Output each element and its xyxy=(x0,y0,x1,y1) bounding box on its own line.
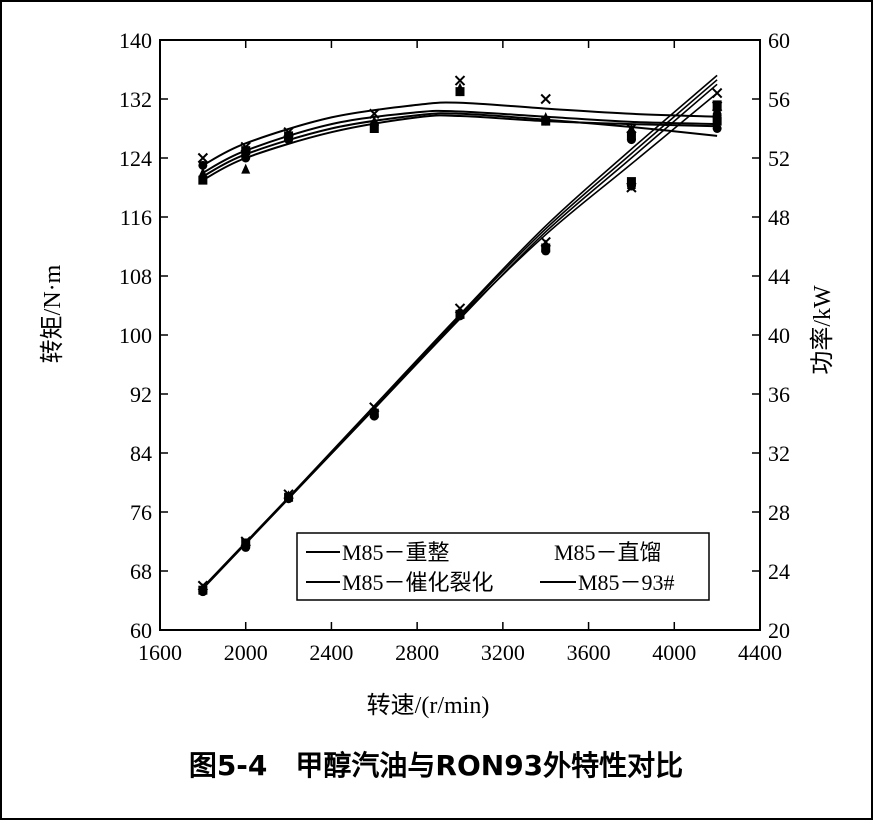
x-tick-label: 2800 xyxy=(395,640,439,665)
power-curve xyxy=(202,74,718,588)
y-right-tick-label: 24 xyxy=(768,559,790,584)
power-point xyxy=(369,402,380,413)
torque-curve xyxy=(202,101,718,167)
y-left-tick-label: 100 xyxy=(119,323,152,348)
torque-curve xyxy=(202,109,718,174)
torque-point xyxy=(284,131,294,141)
power-point xyxy=(240,536,251,547)
torque-point xyxy=(369,108,380,119)
torque-point xyxy=(712,124,722,133)
y-left-tick-label: 132 xyxy=(119,87,152,112)
legend-entry: M85－93# xyxy=(578,570,675,595)
torque-point xyxy=(626,123,637,134)
torque-point xyxy=(540,93,551,105)
y-left-tick-label: 60 xyxy=(130,618,152,643)
power-point xyxy=(711,87,723,99)
y-left-tick-label: 68 xyxy=(130,559,152,584)
y-right-tick-label: 40 xyxy=(768,323,790,348)
y-right-tick-label: 48 xyxy=(768,205,790,230)
y-left-tick-label: 108 xyxy=(119,264,152,289)
y-left-tick-label: 92 xyxy=(130,382,152,407)
y-left-tick-label: 140 xyxy=(119,28,152,53)
power-point xyxy=(540,236,551,248)
x-tick-label: 2000 xyxy=(224,640,268,665)
x-axis-label: 转速/(r/min) xyxy=(367,692,490,719)
torque-point xyxy=(455,87,465,97)
legend-entry: M85－催化裂化 xyxy=(342,570,494,595)
legend: M85－重整 M85－直馏 M85－催化裂化 M85－93# xyxy=(296,532,710,601)
power-point xyxy=(541,243,551,253)
torque-curve xyxy=(202,114,718,181)
legend-entry: M85－直馏 xyxy=(554,540,662,565)
data-markers xyxy=(197,75,723,597)
fit-curves xyxy=(202,74,718,590)
power-point xyxy=(626,182,637,193)
power-point xyxy=(626,177,636,187)
power-point xyxy=(198,585,208,595)
axes: 1600 2000 2400 2800 3200 3600 4000 4400 60 68 76 84… xyxy=(119,28,790,665)
power-curve xyxy=(202,92,718,590)
power-point xyxy=(197,580,209,591)
torque-point xyxy=(541,116,551,126)
x-tick-label: 4000 xyxy=(652,640,696,665)
torque-point xyxy=(240,141,251,153)
power-point xyxy=(241,538,251,548)
y-right-tick-label: 32 xyxy=(768,441,790,466)
torque-point xyxy=(283,126,294,138)
torque-point xyxy=(369,115,379,126)
power-point xyxy=(283,489,294,500)
figure-caption: 图5-4 甲醇汽油与RON93外特性对比 xyxy=(189,749,683,782)
torque-point xyxy=(454,75,466,86)
y-right-tick-label: 20 xyxy=(768,618,790,643)
torque-point xyxy=(626,131,636,141)
y-right-tick-label: 60 xyxy=(768,28,790,53)
y-left-tick-label: 116 xyxy=(120,205,152,230)
x-tick-label: 4400 xyxy=(738,640,782,665)
y-axis-left-label: 转矩/N·m xyxy=(39,264,66,363)
y-left-tick-label: 124 xyxy=(119,146,152,171)
torque-point xyxy=(198,160,208,170)
y-right-tick-label: 44 xyxy=(768,264,790,289)
y-left-tick-label: 76 xyxy=(130,500,152,525)
y-right-tick-label: 36 xyxy=(768,382,790,407)
y-axis-right-label: 功率/kW xyxy=(809,285,836,375)
torque-point xyxy=(369,124,379,133)
torque-point xyxy=(712,116,722,126)
x-tick-label: 3200 xyxy=(481,640,525,665)
legend-box xyxy=(296,532,710,601)
legend-entry: M85－重整 xyxy=(342,540,450,565)
power-point xyxy=(712,100,722,110)
y-left-tick-label: 84 xyxy=(130,441,152,466)
power-point xyxy=(284,492,294,502)
torque-point xyxy=(198,175,208,185)
y-right-tick-label: 56 xyxy=(768,87,790,112)
torque-point xyxy=(198,167,208,178)
power-point xyxy=(454,303,466,314)
x-tick-label: 3600 xyxy=(567,640,611,665)
power-point xyxy=(455,309,465,319)
power-point xyxy=(369,408,379,418)
power-curve xyxy=(202,83,718,590)
torque-point xyxy=(241,146,251,156)
y-right-tick-label: 28 xyxy=(768,500,790,525)
y-right-tick-label: 52 xyxy=(768,146,790,171)
x-tick-label: 2400 xyxy=(309,640,353,665)
torque-point xyxy=(197,152,209,164)
x-tick-label: 1600 xyxy=(138,640,182,665)
torque-point xyxy=(241,153,251,163)
torque-point xyxy=(241,163,251,174)
